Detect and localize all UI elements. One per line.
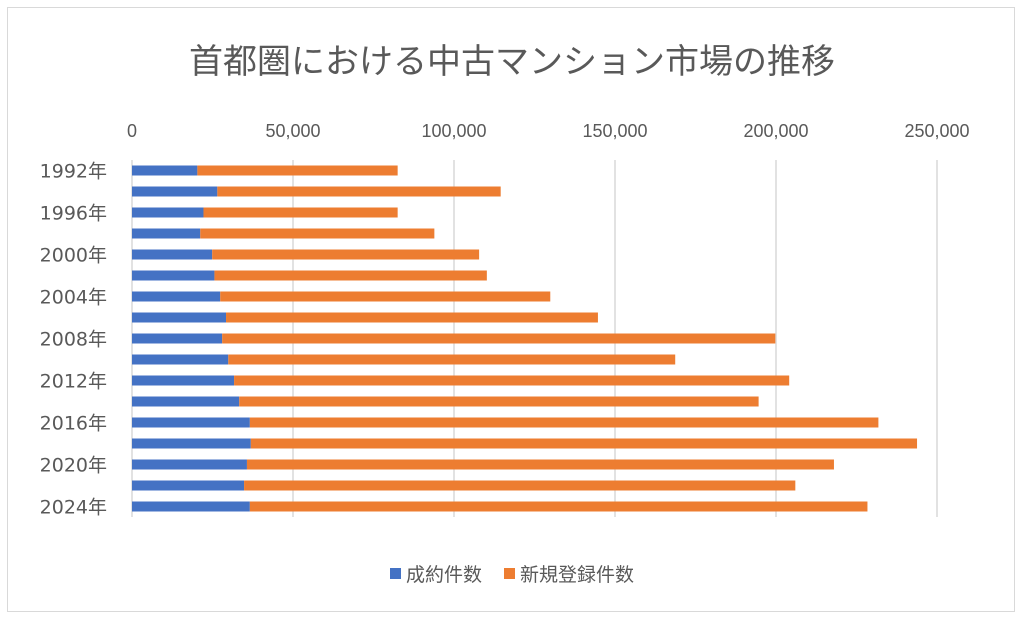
bar-blue-2008 bbox=[132, 333, 223, 344]
bar-orange-2018 bbox=[250, 438, 918, 449]
bar-orange-2012 bbox=[234, 375, 790, 386]
bar-orange-2000 bbox=[212, 249, 480, 260]
bar-orange-1996 bbox=[203, 207, 398, 218]
legend-label: 新規登録件数 bbox=[520, 564, 635, 586]
legend: 成約件数 新規登録件数 bbox=[0, 560, 1024, 587]
category-label: 2004年 bbox=[40, 287, 107, 309]
bar-blue-2014 bbox=[132, 396, 240, 407]
bar-blue-2002 bbox=[132, 270, 215, 281]
bar-blue-2010 bbox=[132, 354, 229, 365]
bar-blue-2012 bbox=[132, 375, 235, 386]
bar-orange-2022 bbox=[244, 480, 796, 491]
bar-blue-1994 bbox=[132, 186, 218, 197]
bar-orange-2002 bbox=[214, 270, 487, 281]
legend-swatch bbox=[389, 568, 401, 579]
x-tick-label: 150,000 bbox=[582, 121, 647, 141]
bar-orange-1994 bbox=[217, 186, 501, 197]
legend-item-series-0: 成約件数 bbox=[389, 560, 482, 587]
bar-orange-2016 bbox=[249, 417, 879, 428]
bar-blue-2000 bbox=[132, 249, 213, 260]
bar-blue-2004 bbox=[132, 291, 221, 302]
legend-swatch bbox=[504, 568, 516, 579]
bar-blue-2018 bbox=[132, 438, 251, 449]
x-tick-label: 250,000 bbox=[904, 121, 969, 141]
x-tick-label: 0 bbox=[127, 121, 137, 141]
bar-orange-2004 bbox=[220, 291, 551, 302]
bar-blue-2022 bbox=[132, 480, 245, 491]
bar-orange-2008 bbox=[222, 333, 776, 344]
bar-orange-1998 bbox=[200, 228, 435, 239]
legend-label: 成約件数 bbox=[405, 564, 482, 586]
bar-orange-2010 bbox=[228, 354, 676, 365]
x-tick-label: 50,000 bbox=[265, 121, 320, 141]
x-tick-label: 100,000 bbox=[421, 121, 486, 141]
bar-blue-1998 bbox=[132, 228, 201, 239]
category-label: 2020年 bbox=[40, 455, 107, 477]
bar-orange-2020 bbox=[246, 459, 834, 470]
bar-orange-2024 bbox=[249, 501, 868, 512]
bar-orange-2014 bbox=[239, 396, 759, 407]
bar-blue-2020 bbox=[132, 459, 247, 470]
category-label: 2000年 bbox=[40, 245, 107, 267]
category-label: 2016年 bbox=[40, 413, 107, 435]
category-label: 2008年 bbox=[40, 329, 107, 351]
bar-blue-2006 bbox=[132, 312, 227, 323]
chart-frame bbox=[7, 7, 1015, 612]
bar-orange-2006 bbox=[226, 312, 598, 323]
category-label: 2012年 bbox=[40, 371, 107, 393]
bar-blue-1996 bbox=[132, 207, 204, 218]
bar-blue-1992 bbox=[132, 165, 198, 176]
x-tick-label: 200,000 bbox=[743, 121, 808, 141]
bar-blue-2024 bbox=[132, 501, 250, 512]
legend-item-series-1: 新規登録件数 bbox=[504, 560, 634, 587]
bar-orange-1992 bbox=[197, 165, 398, 176]
category-label: 2024年 bbox=[40, 497, 107, 519]
chart-title: 首都圏における中古マンション市場の推移 bbox=[189, 42, 835, 82]
category-label: 1996年 bbox=[40, 203, 107, 225]
bar-blue-2016 bbox=[132, 417, 250, 428]
category-label: 1992年 bbox=[40, 161, 107, 183]
